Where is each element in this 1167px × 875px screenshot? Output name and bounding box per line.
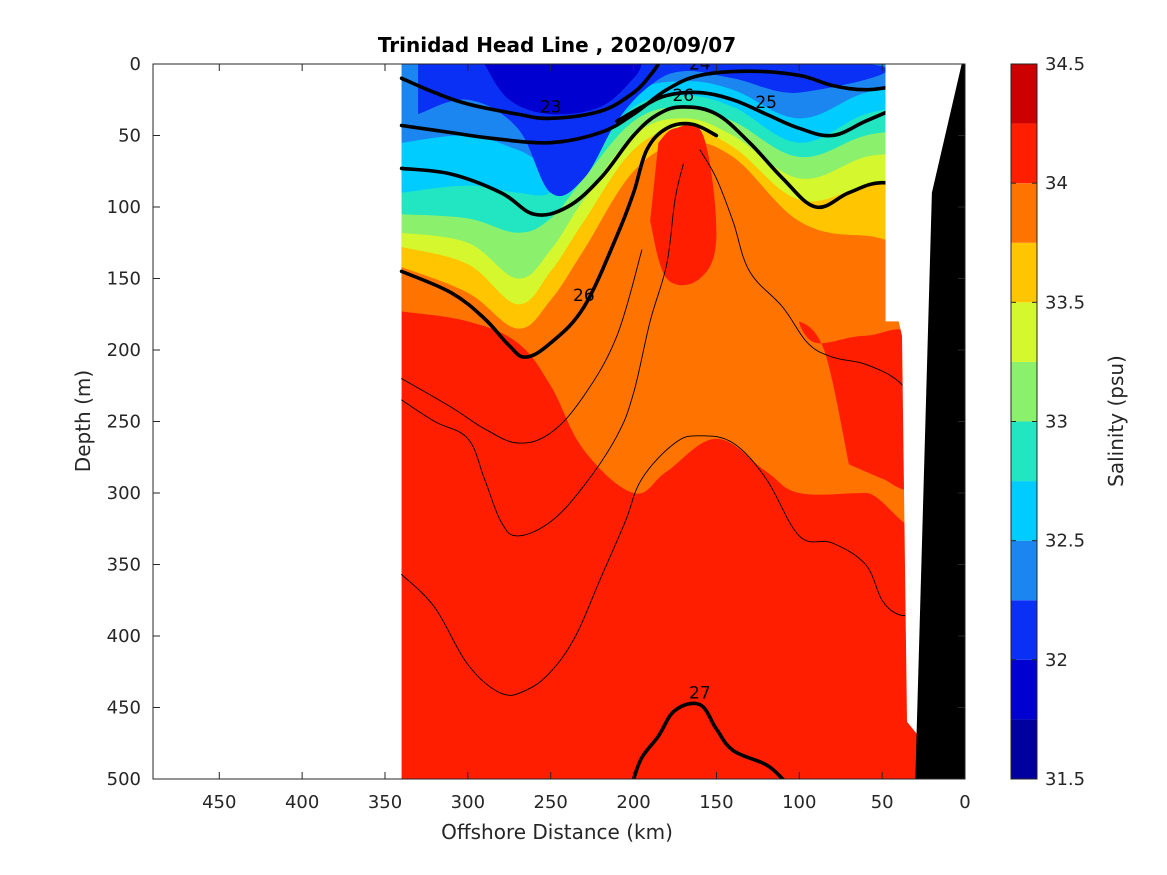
colorbar-swatch bbox=[1011, 361, 1037, 422]
isopycnal-bold bbox=[399, 105, 934, 217]
y-tick-label: 300 bbox=[107, 483, 141, 504]
colorbar-swatch bbox=[1011, 659, 1037, 720]
colorbar-tick-label: 34.5 bbox=[1045, 54, 1085, 75]
colorbar-swatch bbox=[1011, 481, 1037, 541]
isopycnal-bold bbox=[399, 121, 719, 359]
y-tick-label: 50 bbox=[118, 126, 141, 147]
colorbar-swatch bbox=[1011, 242, 1037, 303]
isopycnal-thin bbox=[699, 149, 916, 408]
colorbar-tick-label: 31.5 bbox=[1045, 769, 1085, 790]
x-tick-label: 300 bbox=[451, 792, 485, 813]
y-tick-label: 450 bbox=[107, 698, 141, 719]
colorbar-swatch bbox=[1011, 302, 1037, 362]
contour-label: 25 bbox=[755, 93, 777, 113]
x-axis: 450 400 350 300 250 200 150 100 50 0 bbox=[202, 64, 971, 813]
x-tick-label: 100 bbox=[782, 792, 816, 813]
contour-label: 26 bbox=[573, 286, 595, 306]
contour-label: 27 bbox=[689, 684, 711, 704]
contour-label: 24 bbox=[689, 54, 711, 74]
colorbar-label: Salinity (psu) bbox=[1104, 355, 1128, 487]
colorbar-swatch bbox=[1011, 64, 1037, 124]
colorbar-tick-label: 33.5 bbox=[1045, 292, 1085, 313]
isopycnal-thin bbox=[401, 249, 643, 444]
y-tick-label: 350 bbox=[107, 555, 141, 576]
y-tick-label: 400 bbox=[107, 626, 141, 647]
salinity-fill-region bbox=[484, 64, 642, 115]
y-axis-label: Depth (m) bbox=[71, 370, 95, 472]
y-tick-label: 500 bbox=[107, 769, 141, 790]
isopycnal-bold bbox=[615, 90, 934, 138]
x-tick-label: 50 bbox=[871, 792, 894, 813]
y-tick-label: 200 bbox=[107, 340, 141, 361]
colorbar-swatch bbox=[1011, 600, 1037, 660]
x-tick-label: 250 bbox=[534, 792, 568, 813]
colorbar-swatch bbox=[1011, 421, 1037, 482]
colorbar-swatch bbox=[1011, 123, 1037, 184]
x-tick-label: 400 bbox=[285, 792, 319, 813]
colorbar-swatch bbox=[1011, 183, 1037, 243]
salinity-fill-region bbox=[799, 321, 921, 490]
chart-title: Trinidad Head Line , 2020/09/07 bbox=[378, 33, 736, 57]
colorbar-tick-label: 32.5 bbox=[1045, 531, 1085, 552]
x-tick-label: 350 bbox=[368, 792, 402, 813]
isopycnal-bold bbox=[399, 69, 934, 145]
bathymetry-layer bbox=[885, 64, 965, 779]
density-contour-layer: 23 24 25 26 26 27 bbox=[399, 54, 934, 779]
x-tick-label: 0 bbox=[959, 792, 970, 813]
contour-label: 23 bbox=[540, 97, 562, 117]
isopycnal-thin bbox=[401, 435, 916, 696]
x-tick-label: 150 bbox=[699, 792, 733, 813]
isopycnal-bold bbox=[399, 64, 661, 121]
y-tick-label: 150 bbox=[107, 269, 141, 290]
colorbar-tick-label: 33 bbox=[1045, 412, 1068, 433]
colorbar-swatch bbox=[1011, 540, 1037, 601]
y-tick-label: 100 bbox=[107, 197, 141, 218]
isopycnal-bold bbox=[631, 701, 785, 779]
colorbar-tick-label: 32 bbox=[1045, 650, 1068, 671]
colorbar: 31.5 32 32.5 33 33.5 34 34.5 bbox=[1010, 54, 1085, 790]
x-tick-label: 200 bbox=[616, 792, 650, 813]
x-tick-label: 450 bbox=[202, 792, 236, 813]
x-axis-label: Offshore Distance (km) bbox=[441, 820, 673, 844]
bathymetry-seafloor bbox=[915, 64, 965, 779]
y-tick-label: 0 bbox=[130, 54, 141, 75]
y-tick-label: 250 bbox=[107, 412, 141, 433]
salinity-fill-region bbox=[650, 124, 717, 286]
contour-label: 26 bbox=[672, 86, 694, 106]
isopycnal-thin bbox=[401, 163, 684, 537]
colorbar-swatch bbox=[1011, 719, 1037, 779]
y-axis: 0 50 100 150 200 250 300 350 400 450 500 bbox=[107, 54, 965, 790]
colorbar-tick-label: 34 bbox=[1045, 173, 1068, 194]
